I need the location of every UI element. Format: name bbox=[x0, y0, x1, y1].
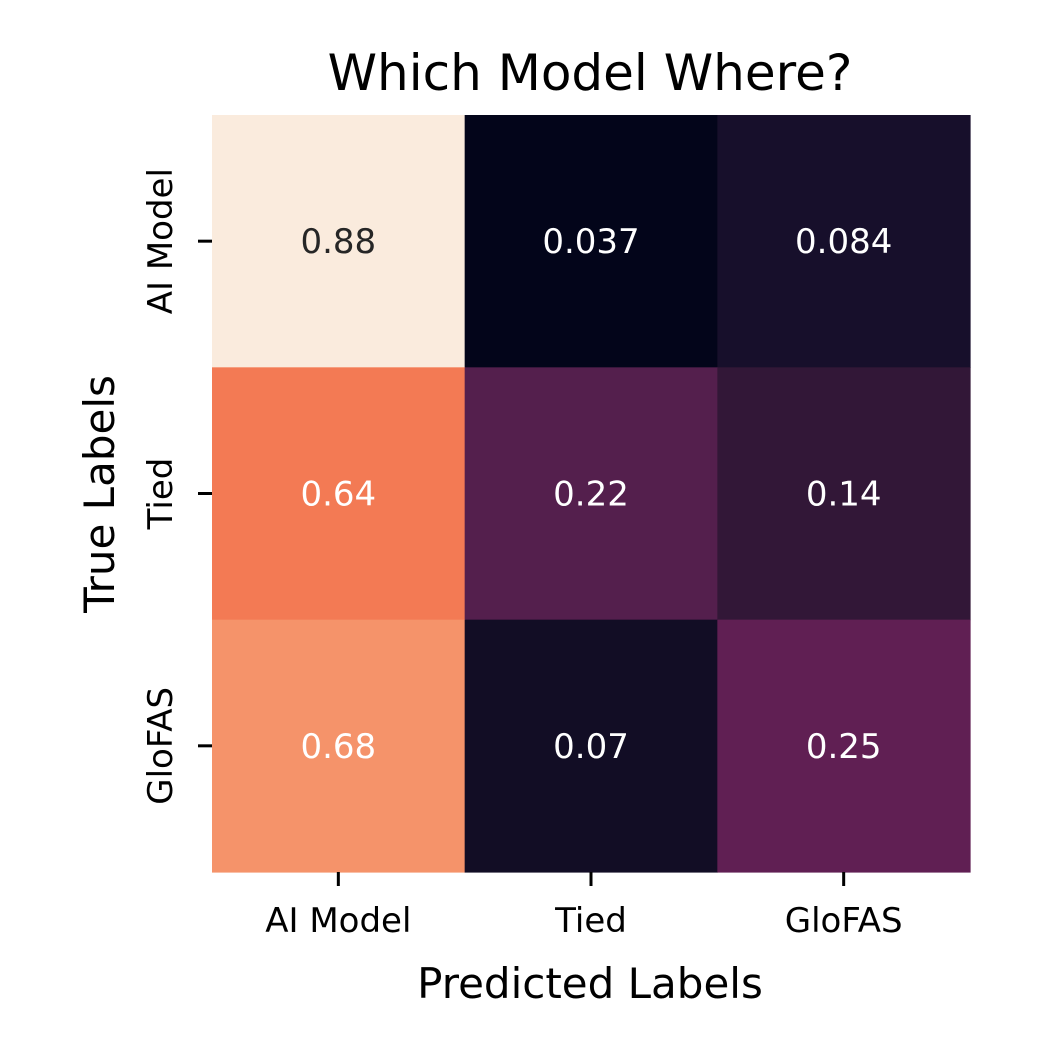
heatmap-cell-r2-c1 bbox=[464, 619, 718, 873]
x-axis-label: Predicted Labels bbox=[417, 959, 763, 1008]
cell-value-label: 0.037 bbox=[542, 222, 639, 262]
y-tick-label-ai-model: AI Model bbox=[141, 168, 181, 314]
cell-value-label: 0.64 bbox=[300, 474, 376, 514]
heatmap-cell-r1-c2 bbox=[717, 367, 971, 621]
cell-value-label: 0.084 bbox=[795, 222, 892, 262]
heatmap-cell-r2-c0 bbox=[212, 619, 466, 873]
x-tick-label-ai-model: AI Model bbox=[265, 901, 411, 941]
heatmap-cell-r0-c0 bbox=[212, 115, 466, 368]
x-axis: AI Model Tied GloFAS bbox=[265, 871, 903, 941]
chart-title: Which Model Where? bbox=[328, 44, 853, 102]
heatmap-cell-r0-c2 bbox=[717, 115, 971, 368]
cell-value-label: 0.22 bbox=[553, 474, 629, 514]
cell-value-label: 0.07 bbox=[553, 727, 629, 767]
x-tick-label-glofas: GloFAS bbox=[785, 901, 903, 941]
y-tick-label-glofas: GloFAS bbox=[141, 687, 181, 805]
y-tick-label-tied: Tied bbox=[141, 458, 181, 531]
heatmap-cell-r1-c0 bbox=[212, 367, 466, 621]
heatmap-cells: 0.88 0.037 0.084 0.64 0.22 0.14 0.68 0.07 0.25 bbox=[212, 115, 971, 873]
heatmap-cell-r0-c1 bbox=[464, 115, 718, 368]
cell-value-label: 0.25 bbox=[806, 727, 882, 767]
cell-value-label: 0.88 bbox=[300, 222, 376, 262]
heatmap-cell-r2-c2 bbox=[717, 619, 971, 873]
x-tick-label-tied: Tied bbox=[554, 901, 627, 941]
y-axis-label: True Labels bbox=[75, 375, 124, 614]
y-axis: AI Model Tied GloFAS bbox=[141, 168, 212, 805]
heatmap-cell-r1-c1 bbox=[464, 367, 718, 621]
cell-value-label: 0.68 bbox=[300, 727, 376, 767]
cell-value-label: 0.14 bbox=[806, 474, 882, 514]
